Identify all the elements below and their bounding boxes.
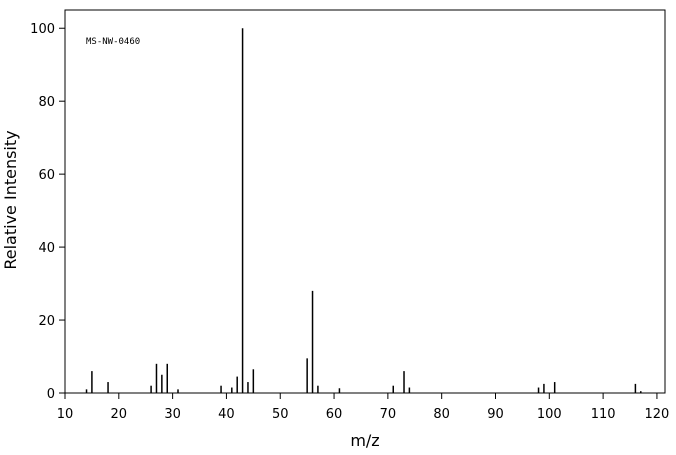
y-tick-label: 0 [47,387,55,402]
x-tick-label: 10 [57,407,74,422]
x-tick-label: 100 [537,407,562,422]
annotation: MS-NW-0460 [86,37,140,47]
x-axis-label: m/z [350,431,379,450]
y-tick-label: 100 [30,22,55,37]
y-tick-label: 60 [38,168,55,183]
x-tick-label: 70 [380,407,397,422]
x-tick-label: 120 [645,407,670,422]
y-tick-label: 40 [38,241,55,256]
y-axis-label: Relative Intensity [1,130,20,269]
x-tick-label: 80 [433,407,450,422]
x-tick-label: 60 [326,407,343,422]
x-tick-label: 40 [218,407,235,422]
plot-frame [64,9,666,394]
x-tick-label: 20 [111,407,128,422]
x-tick-label: 50 [272,407,289,422]
x-tick-label: 30 [164,407,181,422]
x-tick-label: 90 [487,407,504,422]
y-tick-label: 80 [38,95,55,110]
y-tick-label: 20 [38,314,55,329]
x-tick-label: 110 [591,407,616,422]
